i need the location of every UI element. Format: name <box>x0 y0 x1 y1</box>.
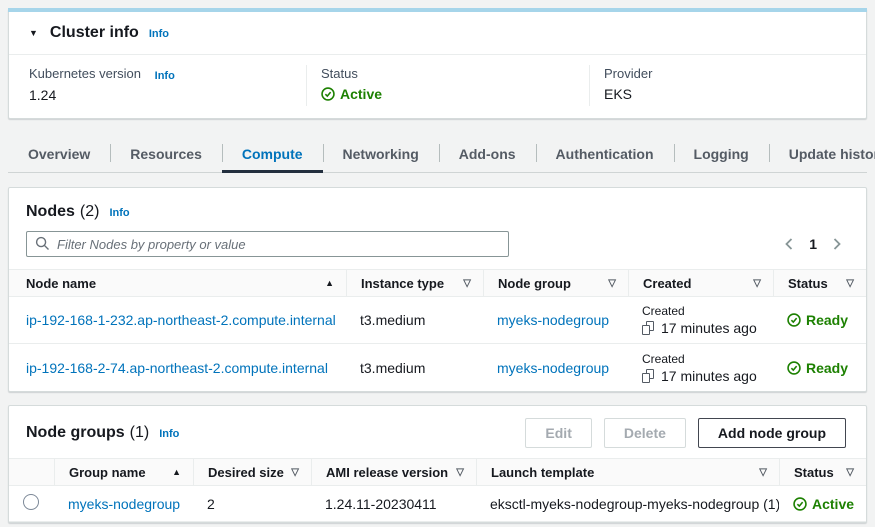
tab-networking[interactable]: Networking <box>322 137 439 172</box>
nodes-pagination: 1 <box>777 233 849 255</box>
status-ready-icon <box>787 360 801 375</box>
cluster-tabs: Overview Resources Compute Networking Ad… <box>8 137 875 173</box>
created-time-value: 17 minutes ago <box>661 367 757 384</box>
cluster-info-title: Cluster info <box>49 24 139 41</box>
column-header-desired-size[interactable]: Desired size ▽ <box>193 459 311 485</box>
tab-update-history[interactable]: Update history <box>768 137 875 172</box>
add-node-group-button[interactable]: Add node group <box>697 418 846 448</box>
pagination-prev-button[interactable] <box>777 233 801 255</box>
tab-overview[interactable]: Overview <box>28 146 91 162</box>
status-active-icon <box>321 87 335 101</box>
nodes-info-link[interactable]: Info <box>109 207 130 219</box>
provider-label: Provider <box>604 66 653 81</box>
tab-compute[interactable]: Compute <box>221 137 323 173</box>
tab-add-ons[interactable]: Add-ons <box>438 137 536 172</box>
cluster-info-body: Kubernetes version Info 1.24 Status Acti… <box>9 54 866 118</box>
group-name-link[interactable]: myeks-nodegroup <box>68 495 181 512</box>
provider-value: EKS <box>604 86 633 102</box>
filter-dropdown-icon[interactable]: ▽ <box>291 466 299 478</box>
kubernetes-version-info-link[interactable]: Info <box>154 70 175 82</box>
table-row: ip-192-168-1-232.ap-northeast-2.compute.… <box>9 297 866 344</box>
sort-asc-icon[interactable]: ▲ <box>172 467 181 477</box>
field-status: Status Active <box>306 65 589 106</box>
filter-dropdown-icon[interactable]: ▽ <box>753 277 761 289</box>
cluster-info-link[interactable]: Info <box>148 28 169 40</box>
status-ready-icon <box>787 313 801 327</box>
edit-button[interactable]: Edit <box>525 418 592 448</box>
node-status-value: Ready <box>806 312 849 328</box>
node-groups-count: (1) <box>129 424 150 441</box>
table-row: ip-192-168-2-74.ap-northeast-2.compute.i… <box>9 344 866 391</box>
cluster-info-card: ▼ Cluster info Info Kubernetes version I… <box>8 8 867 119</box>
chevron-left-icon <box>785 238 793 250</box>
node-group-link[interactable]: myeks-nodegroup <box>497 359 610 376</box>
tab-resources[interactable]: Resources <box>110 137 222 172</box>
column-header-instance-type[interactable]: Instance type ▽ <box>346 270 483 296</box>
nodes-title: Nodes <box>26 203 75 220</box>
table-row: myeks-nodegroup 2 1.24.11-20230411 eksct… <box>9 486 866 522</box>
nodes-count: (2) <box>79 203 100 220</box>
created-time-value: 17 minutes ago <box>661 320 757 336</box>
ami-release-version-value: 1.24.11-20230411 <box>325 495 437 512</box>
node-name-link[interactable]: ip-192-168-2-74.ap-northeast-2.compute.i… <box>26 359 328 376</box>
collapse-caret-icon[interactable]: ▼ <box>29 28 38 38</box>
filter-dropdown-icon[interactable]: ▽ <box>463 277 471 289</box>
status-active-icon <box>793 496 807 511</box>
filter-dropdown-icon[interactable]: ▽ <box>608 277 616 289</box>
pagination-page-1[interactable]: 1 <box>809 236 817 252</box>
nodes-table-header: Node name ▲ Instance type ▽ Node group ▽… <box>9 269 866 297</box>
column-header-ami-release-version[interactable]: AMI release version ▽ <box>311 459 476 485</box>
nodes-filter-input[interactable] <box>26 231 509 257</box>
kubernetes-version-value: 1.24 <box>29 87 57 103</box>
pagination-next-button[interactable] <box>825 233 849 255</box>
node-groups-table-header: Group name ▲ Desired size ▽ AMI release … <box>9 458 866 486</box>
column-header-launch-template[interactable]: Launch template ▽ <box>476 459 779 485</box>
delete-button[interactable]: Delete <box>603 418 686 448</box>
desired-size-value: 2 <box>207 495 215 512</box>
filter-dropdown-icon[interactable]: ▽ <box>456 466 464 478</box>
chevron-right-icon <box>833 238 841 250</box>
cluster-info-header[interactable]: ▼ Cluster info Info <box>9 9 866 54</box>
column-header-select <box>9 459 54 485</box>
node-group-link[interactable]: myeks-nodegroup <box>497 312 610 328</box>
group-status-value: Active <box>812 495 855 512</box>
copy-icon[interactable] <box>642 321 655 335</box>
launch-template-value: eksctl-myeks-nodegroup-myeks-nodegroup (… <box>490 495 779 512</box>
filter-dropdown-icon[interactable]: ▽ <box>846 277 854 289</box>
node-groups-card: Node groups (1) Info Edit Delete Add nod… <box>8 405 867 523</box>
column-header-group-name[interactable]: Group name ▲ <box>54 459 193 485</box>
cluster-status-value: Active <box>340 86 383 102</box>
copy-icon[interactable] <box>642 368 655 383</box>
instance-type-value: t3.medium <box>360 312 426 328</box>
tab-authentication[interactable]: Authentication <box>535 137 674 172</box>
nodes-card: Nodes (2) Info 1 <box>8 187 867 392</box>
status-label: Status <box>321 66 358 81</box>
column-header-node-group[interactable]: Node group ▽ <box>483 270 628 296</box>
filter-dropdown-icon[interactable]: ▽ <box>846 466 854 478</box>
column-header-status[interactable]: Status ▽ <box>773 270 866 296</box>
search-icon <box>35 236 49 250</box>
sort-asc-icon[interactable]: ▲ <box>325 278 334 288</box>
field-provider: Provider EKS <box>589 65 866 106</box>
column-header-created[interactable]: Created ▽ <box>628 270 773 296</box>
node-groups-info-link[interactable]: Info <box>159 428 180 440</box>
tab-logging[interactable]: Logging <box>673 137 769 172</box>
created-label: Created <box>642 304 685 318</box>
row-radio-button[interactable] <box>23 494 39 510</box>
created-label: Created <box>642 351 685 366</box>
field-kubernetes-version: Kubernetes version Info 1.24 <box>9 65 306 106</box>
column-header-node-name[interactable]: Node name ▲ <box>26 275 334 291</box>
column-header-status[interactable]: Status ▽ <box>779 459 866 485</box>
node-status-value: Ready <box>806 359 849 376</box>
top-notification-strip <box>8 8 867 12</box>
node-groups-title: Node groups <box>26 424 125 441</box>
node-name-link[interactable]: ip-192-168-1-232.ap-northeast-2.compute.… <box>26 312 336 328</box>
instance-type-value: t3.medium <box>360 359 426 376</box>
filter-dropdown-icon[interactable]: ▽ <box>759 466 767 478</box>
kubernetes-version-label: Kubernetes version <box>29 66 142 81</box>
